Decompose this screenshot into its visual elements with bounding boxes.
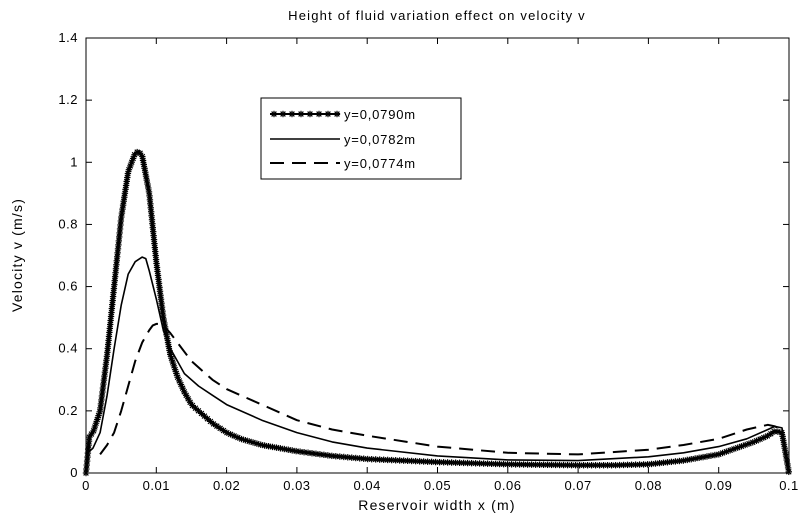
- y-tick-label: 1.4: [58, 30, 78, 45]
- legend-label: y=0,0782m: [344, 132, 416, 147]
- x-tick-label: 0.08: [635, 478, 662, 493]
- y-tick-label: 0.6: [58, 279, 78, 294]
- legend-marker: [324, 110, 332, 118]
- y-tick-label: 0: [70, 465, 78, 480]
- legend-marker: [297, 110, 305, 118]
- series-marker: [767, 430, 774, 438]
- x-tick-label: 0.04: [354, 478, 381, 493]
- series-layer: [82, 148, 792, 477]
- legend-marker: [333, 110, 341, 118]
- series-marker: [141, 165, 148, 172]
- x-tick-label: 0.03: [283, 478, 310, 493]
- series-marker: [285, 446, 292, 453]
- legend-marker: [306, 110, 314, 118]
- series-marker: [143, 176, 150, 184]
- legend-marker: [315, 110, 323, 118]
- legend: y=0,0790m y=0,0782m y=0,0774m: [260, 97, 462, 180]
- y-tick-label: 0.8: [58, 216, 78, 231]
- x-axis-title: Reservoir width x (m): [358, 497, 515, 513]
- x-tick-label: 0.07: [564, 478, 591, 493]
- series-marker: [152, 248, 159, 255]
- x-tick-label: 0.06: [494, 478, 521, 493]
- y-tick-label: 0.4: [58, 341, 78, 356]
- axis-ticks: 0 0.01 0.02 0.03 0.04 0.05 0.06 0.07 0.08 0.09 0.1…: [58, 30, 798, 493]
- series-marker: [113, 261, 120, 268]
- series-marker: [695, 454, 703, 462]
- series-marker: [210, 420, 217, 428]
- legend-entry-1: y=0,0790m: [270, 107, 416, 122]
- legend-entries: y=0,0790m y=0,0782m y=0,0774m: [270, 107, 416, 171]
- x-tick-label: 0.09: [705, 478, 732, 493]
- y-tick-label: 1: [70, 154, 78, 169]
- y-tick-label: 0.2: [58, 403, 78, 418]
- series-marker: [332, 453, 340, 460]
- series-marker: [764, 432, 771, 440]
- legend-entry-2: y=0,0782m: [270, 132, 416, 147]
- series-markers-1: [82, 148, 792, 477]
- series-marker: [186, 399, 194, 406]
- x-tick-label: 0.02: [213, 478, 240, 493]
- chart-title: Height of fluid variation effect on velo…: [288, 8, 586, 23]
- series-marker: [113, 253, 121, 261]
- series-marker: [136, 150, 144, 157]
- series-line-3: [99, 322, 790, 474]
- y-axis-title: Velocity v (m/s): [9, 198, 25, 312]
- legend-label: y=0,0790m: [344, 107, 416, 122]
- series-marker: [707, 452, 715, 459]
- series-marker: [216, 425, 224, 432]
- x-tick-label: 0.05: [424, 478, 451, 493]
- y-tick-label: 1.2: [58, 92, 78, 107]
- series-marker: [711, 451, 719, 459]
- series-line-2: [85, 256, 790, 474]
- series-marker: [148, 216, 156, 223]
- series-marker: [230, 432, 238, 440]
- series-line-1: [85, 150, 790, 474]
- legend-marker: [288, 110, 296, 118]
- x-tick-label: 0.1: [779, 478, 799, 493]
- x-tick-label: 0.01: [143, 478, 170, 493]
- series-marker: [672, 458, 679, 465]
- series-marker: [158, 303, 166, 311]
- legend-marker: [279, 110, 287, 118]
- legend-marker: [270, 110, 278, 118]
- legend-entry-3: y=0,0774m: [270, 156, 416, 171]
- legend-label: y=0,0774m: [344, 156, 416, 171]
- x-tick-label: 0: [82, 478, 90, 493]
- series-marker: [213, 422, 221, 430]
- series-marker: [640, 461, 647, 468]
- series-marker: [147, 204, 154, 211]
